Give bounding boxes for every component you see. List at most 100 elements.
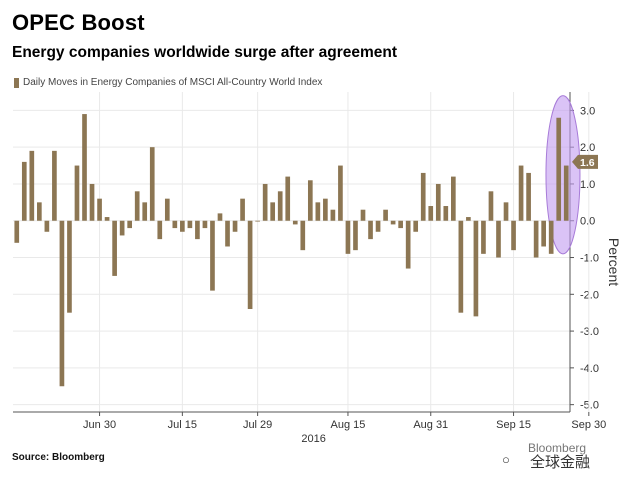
x-tick-label: Sep 30: [571, 419, 606, 431]
y-tick-label: 2.0: [580, 142, 595, 154]
bar: [503, 202, 509, 221]
bar: [330, 209, 336, 221]
last-value-tag: 1.6: [572, 154, 598, 169]
bar: [240, 198, 245, 221]
bar: [119, 220, 125, 236]
bar: [533, 220, 539, 258]
y-tick-label: 3.0: [580, 105, 595, 117]
x-tick-label: Jul 15: [168, 419, 197, 431]
y-tick-label: -5.0: [580, 400, 599, 412]
bar: [443, 206, 449, 221]
legend-label: Daily Moves in Energy Companies of MSCI …: [23, 77, 323, 88]
bar: [353, 220, 358, 251]
y-axis-title: Percent: [606, 238, 622, 286]
wechat-icon: ○: [502, 452, 510, 467]
bar: [300, 220, 306, 251]
bar: [481, 220, 486, 254]
bar: [67, 220, 72, 313]
bar: [563, 165, 569, 221]
bar: [488, 191, 494, 221]
bar: [112, 220, 117, 276]
bar: [44, 220, 50, 232]
bar: [541, 220, 546, 247]
x-tick-label: Jun 30: [83, 419, 116, 431]
y-tick-label: -3.0: [580, 326, 599, 338]
bar: [518, 165, 524, 221]
y-tick-label: 1.0: [580, 179, 595, 191]
bar: [52, 150, 57, 221]
highlight-ellipse: [545, 95, 581, 255]
bar: [375, 220, 381, 232]
bar: [232, 220, 238, 232]
bar: [180, 220, 185, 232]
bar: [496, 220, 501, 258]
x-tick-label: Jul 29: [243, 419, 272, 431]
bar: [450, 176, 456, 221]
watermark: Bloomberg: [528, 441, 587, 455]
bar: [247, 220, 253, 310]
wechat-label: 全球金融: [530, 453, 591, 471]
bar: [360, 209, 366, 221]
bar: [398, 220, 403, 229]
bar: [149, 147, 155, 221]
bar: [157, 220, 163, 240]
bar: [202, 220, 208, 229]
bar: [262, 183, 268, 221]
bar: [82, 114, 87, 221]
bar: [270, 202, 276, 221]
bar: [37, 202, 42, 221]
bar: [338, 165, 343, 221]
y-tick-label: -1.0: [580, 253, 599, 265]
bar: [14, 220, 20, 243]
x-axis-label: 2016: [301, 433, 325, 445]
chart-subtitle: Energy companies worldwide surge after a…: [12, 44, 398, 61]
bar: [473, 220, 479, 317]
bar: [405, 220, 411, 269]
bar: [420, 172, 426, 221]
bar: [383, 209, 388, 221]
plot-area: [13, 92, 570, 412]
bar: [187, 220, 193, 229]
bar: [164, 198, 170, 221]
bar: [97, 198, 102, 221]
last-value-bg: [572, 154, 598, 169]
bar: [368, 220, 373, 240]
bar: [315, 202, 321, 221]
chart-title: OPEC Boost: [12, 10, 145, 35]
last-value-label: 1.6: [580, 157, 595, 169]
bar: [74, 165, 80, 221]
bar: [323, 198, 328, 221]
legend: Daily Moves in Energy Companies of MSCI …: [14, 77, 322, 88]
x-tick-label: Aug 15: [331, 419, 366, 431]
bar: [413, 220, 419, 232]
y-tick-label: 0.0: [580, 216, 595, 228]
bar: [285, 176, 291, 221]
bar: [210, 220, 215, 291]
bar: [172, 220, 178, 229]
legend-swatch: [14, 77, 19, 88]
bar: [307, 180, 313, 221]
bar: [526, 172, 531, 221]
bar: [89, 183, 95, 221]
bar: [292, 220, 298, 225]
bar: [142, 202, 148, 221]
x-tick-label: Aug 31: [413, 419, 448, 431]
source-note: Source: Bloomberg: [12, 452, 105, 463]
y-tick-label: -4.0: [580, 363, 599, 375]
bar: [458, 220, 464, 313]
bar: [556, 117, 562, 221]
bar: [277, 191, 283, 221]
y-tick-label: -2.0: [580, 289, 599, 301]
bar: [428, 206, 434, 221]
bar: [21, 161, 27, 221]
bar: [225, 220, 230, 247]
bar: [195, 220, 200, 240]
bar: [466, 217, 471, 221]
bar: [29, 150, 35, 221]
bar: [104, 217, 110, 221]
bar: [59, 220, 65, 387]
bar: [255, 220, 260, 222]
bar: [390, 220, 396, 225]
bar: [345, 220, 351, 254]
